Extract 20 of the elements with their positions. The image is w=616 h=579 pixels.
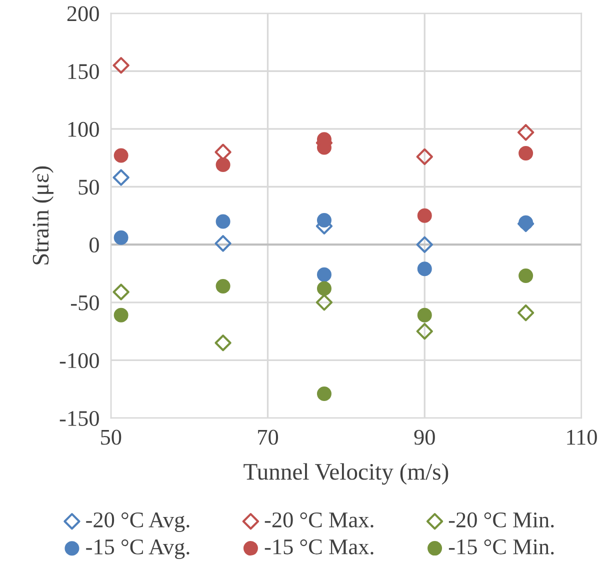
y-tick-label: 100 bbox=[68, 122, 99, 137]
y-axis-title: Strain (με) bbox=[32, 166, 54, 264]
legend-label: -20 °C Avg. bbox=[86, 512, 190, 532]
y-tick-label: -100 bbox=[60, 353, 99, 368]
legend-label: -15 °C Max. bbox=[264, 539, 374, 554]
legend-label: -15 °C Avg. bbox=[86, 539, 190, 559]
y-tick-label: 150 bbox=[68, 64, 99, 80]
x-axis-title: Tunnel Velocity (m/s) bbox=[244, 463, 448, 485]
y-tick-label: -50 bbox=[70, 295, 99, 310]
y-tick-label: -150 bbox=[60, 410, 99, 426]
legend-label: -20 °C Min. bbox=[448, 512, 554, 528]
y-tick-label: 50 bbox=[78, 180, 99, 195]
x-tick-label: 90 bbox=[414, 430, 435, 445]
x-tick-label: 70 bbox=[258, 430, 278, 445]
x-tick-label: 110 bbox=[567, 430, 597, 445]
legend-label: -20 °C Max. bbox=[264, 512, 374, 528]
y-tick-label: 200 bbox=[67, 6, 99, 22]
legend-label: -15 °C Min. bbox=[448, 539, 554, 554]
x-tick-label: 50 bbox=[101, 430, 122, 445]
y-tick-label: 0 bbox=[90, 238, 99, 253]
